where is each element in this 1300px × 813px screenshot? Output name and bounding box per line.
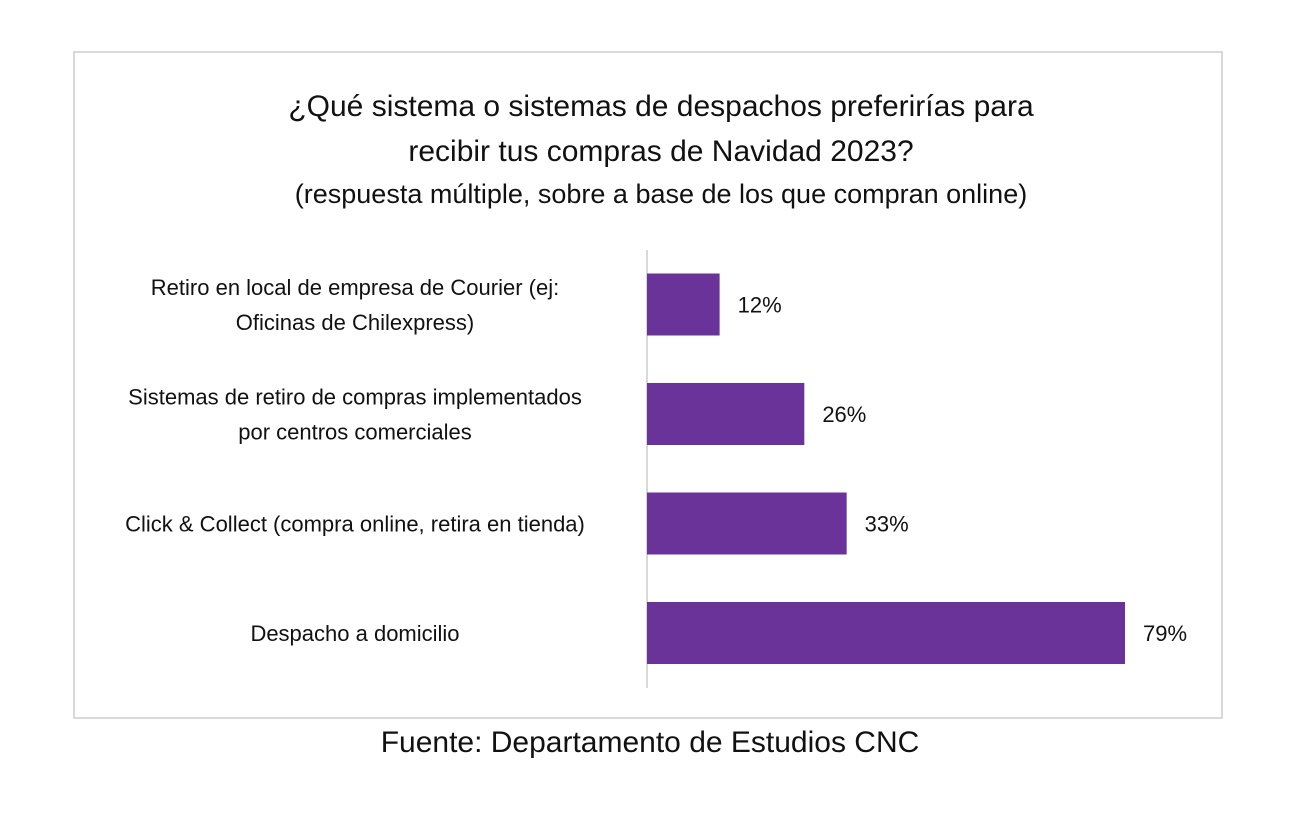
chart-title-line-1: ¿Qué sistema o sistemas de despachos pre… (288, 90, 1034, 123)
bar-1 (647, 383, 805, 445)
category-label-0-line-1: Oficinas de Chilexpress) (236, 310, 474, 335)
value-label-3: 79% (1143, 621, 1187, 646)
value-label-0: 12% (738, 293, 782, 318)
chart-subtitle: (respuesta múltiple, sobre a base de los… (294, 179, 1028, 209)
value-label-2: 33% (865, 512, 909, 537)
chart-title-block: ¿Qué sistema o sistemas de despachos pre… (73, 84, 1249, 214)
category-label-1-line-0: Sistemas de retiro de compras implementa… (128, 385, 582, 410)
chart-title-line-2: recibir tus compras de Navidad 2023? (408, 135, 914, 168)
category-label-0-line-0: Retiro en local de empresa de Courier (e… (151, 275, 559, 300)
bar-2 (647, 492, 847, 555)
category-label-2-line-0: Click & Collect (compra online, retira e… (125, 512, 585, 537)
category-label-1-line-1: por centros comerciales (238, 420, 472, 445)
bar-3 (647, 602, 1125, 664)
source-note: Fuente: Departamento de Estudios CNC (380, 726, 920, 759)
category-label-3-line-0: Despacho a domicilio (250, 621, 459, 646)
bar-0 (647, 273, 720, 336)
value-label-1: 26% (822, 402, 866, 427)
